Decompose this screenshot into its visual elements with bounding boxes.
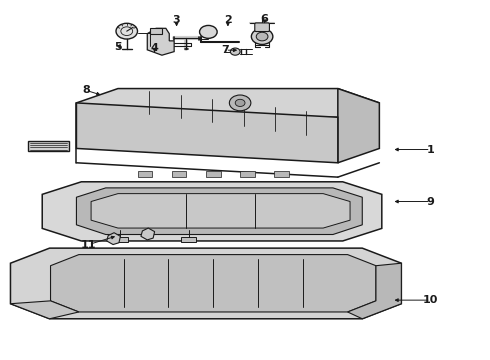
Polygon shape (347, 263, 401, 319)
Polygon shape (10, 248, 401, 319)
Bar (150, 28, 162, 35)
FancyBboxPatch shape (255, 23, 270, 32)
Bar (274, 171, 289, 177)
Circle shape (230, 48, 240, 55)
Bar (172, 171, 186, 177)
Polygon shape (113, 237, 128, 242)
Text: 11: 11 (81, 239, 97, 249)
Text: 2: 2 (224, 15, 232, 26)
Polygon shape (76, 89, 379, 117)
Polygon shape (27, 140, 69, 151)
Bar (138, 171, 152, 177)
Circle shape (256, 32, 268, 41)
Circle shape (199, 26, 217, 39)
Polygon shape (76, 103, 338, 163)
Text: 6: 6 (261, 14, 269, 24)
Text: 5: 5 (114, 42, 122, 52)
Polygon shape (147, 28, 174, 55)
Polygon shape (50, 255, 376, 312)
Polygon shape (338, 89, 379, 163)
Text: 4: 4 (150, 43, 159, 53)
Text: 8: 8 (82, 85, 90, 95)
Circle shape (235, 99, 245, 107)
Polygon shape (181, 237, 196, 242)
Text: 10: 10 (423, 295, 439, 305)
Bar (206, 171, 220, 177)
Polygon shape (141, 228, 155, 240)
Bar (240, 171, 255, 177)
Text: 1: 1 (427, 144, 435, 154)
Polygon shape (42, 182, 382, 241)
Circle shape (251, 29, 273, 44)
Text: 3: 3 (173, 15, 180, 26)
Circle shape (116, 23, 138, 39)
Text: 7: 7 (221, 45, 229, 55)
Polygon shape (76, 188, 362, 234)
Polygon shape (107, 233, 121, 244)
Polygon shape (10, 301, 79, 319)
Polygon shape (91, 194, 350, 228)
Text: 9: 9 (427, 197, 435, 207)
Circle shape (229, 95, 251, 111)
